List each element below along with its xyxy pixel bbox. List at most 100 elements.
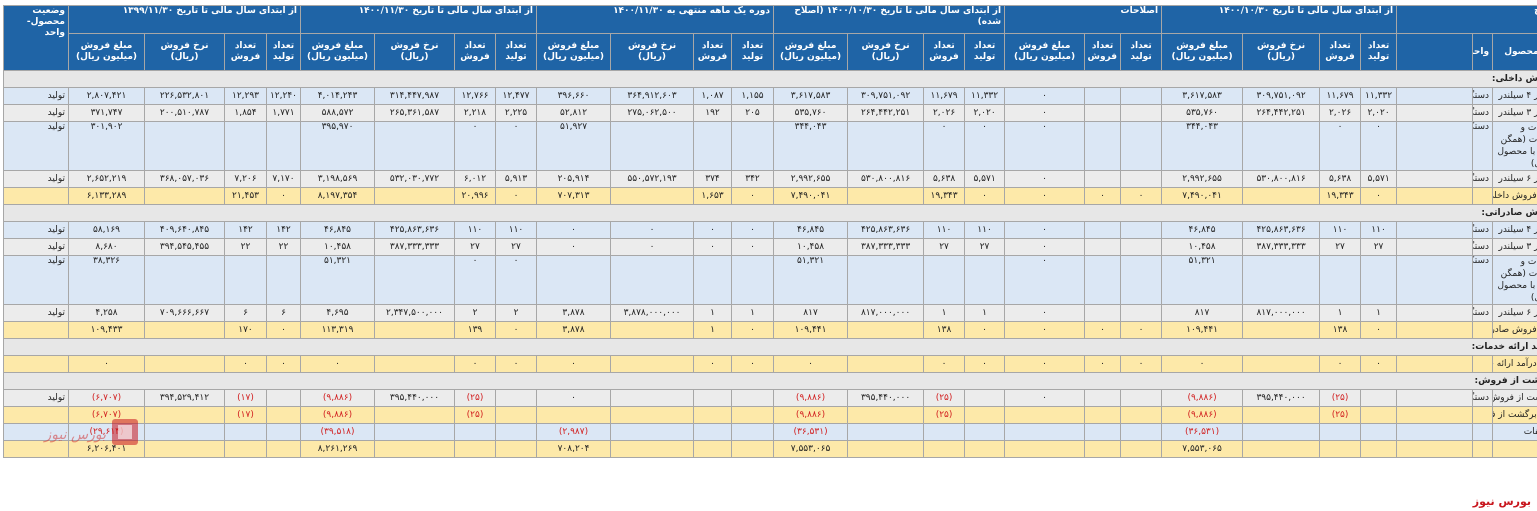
value-cell: ۶ (267, 305, 301, 322)
column-header-prod: تعداد تولید (732, 34, 774, 71)
section-header-row: فروش داخلی: (4, 71, 1537, 88)
value-cell: ۲۷ (496, 239, 537, 256)
value-cell: ۰ (1121, 356, 1162, 373)
value-cell: ۷,۴۹۰,۰۴۱ (774, 188, 848, 205)
value-cell: ۱۱,۶۷۹ (1320, 88, 1361, 105)
value-cell: ۲۲ (267, 239, 301, 256)
column-header-amount: مبلغ فروش (میلیون ریال) (537, 34, 611, 71)
value-cell (145, 356, 225, 373)
value-cell: ۰ (1005, 171, 1085, 188)
value-cell: ۵۳۵,۷۶۰ (1162, 105, 1243, 122)
value-cell: ۰ (455, 122, 496, 171)
value-cell: ۱ (1361, 305, 1397, 322)
value-cell: ۱۳۸ (924, 322, 965, 339)
value-cell (924, 256, 965, 305)
value-cell: ۶,۰۱۲ (455, 171, 496, 188)
value-cell: ۰ (1005, 322, 1085, 339)
value-cell: ۲۱,۴۵۳ (225, 188, 267, 205)
value-cell (848, 441, 924, 458)
value-cell: ۲۷ (455, 239, 496, 256)
value-cell: ۷,۵۵۳,۰۶۵ (774, 441, 848, 458)
value-cell: (۹,۸۸۶) (1162, 407, 1243, 424)
value-cell (1243, 322, 1320, 339)
value-cell (375, 356, 455, 373)
value-cell (1085, 390, 1121, 407)
blank-cell (1397, 256, 1473, 305)
unit-cell: دستگاه (1473, 105, 1493, 122)
value-cell: ۰ (924, 356, 965, 373)
value-cell: ۱۱,۶۷۹ (924, 88, 965, 105)
table-row: موتور ۳ سیلندردستگاه۲,۰۲۰۲,۰۲۶۲۶۴,۴۴۲,۲۵… (4, 105, 1537, 122)
value-cell: ۰ (496, 322, 537, 339)
value-cell (1121, 424, 1162, 441)
blank-cell (1397, 222, 1473, 239)
value-cell: ۰ (1121, 322, 1162, 339)
brand-logo-text: بورس نیوز (1473, 495, 1531, 508)
value-cell: ۱ (924, 305, 965, 322)
column-header-name: نام محصول (1493, 34, 1537, 71)
blank-cell (1397, 305, 1473, 322)
status-cell: تولید (4, 305, 69, 322)
value-cell: ۴۲۵,۸۶۳,۶۳۶ (1243, 222, 1320, 239)
table-row: موتور ۴ سیلندردستگاه۱۱۰۱۱۰۴۲۵,۸۶۳,۶۳۶۴۶,… (4, 222, 1537, 239)
value-cell: ۱۰,۴۵۸ (774, 239, 848, 256)
value-cell (267, 407, 301, 424)
section-header-row: فروش صادراتی: (4, 205, 1537, 222)
value-cell (1320, 441, 1361, 458)
value-cell (1361, 256, 1397, 305)
value-cell: ۲۰۰,۵۱۰,۷۸۷ (145, 105, 225, 122)
status-cell: تولید (4, 256, 69, 305)
table-row: موتور ۴ سیلندردستگاه۱۱,۳۳۲۱۱,۶۷۹۳۰۹,۷۵۱,… (4, 88, 1537, 105)
unit-cell (1473, 424, 1493, 441)
value-cell (1121, 407, 1162, 424)
value-cell (1085, 122, 1121, 171)
value-cell: ۲۶۴,۴۴۲,۲۵۱ (848, 105, 924, 122)
value-cell (375, 322, 455, 339)
value-cell (611, 188, 694, 205)
status-cell: تولید (4, 390, 69, 407)
value-cell: ۰ (732, 239, 774, 256)
value-cell (694, 122, 732, 171)
value-cell: ۰ (455, 356, 496, 373)
product-name-cell: موتور ۶ سیلندر (1493, 171, 1537, 188)
unit-cell (1473, 322, 1493, 339)
value-cell: ۳۸,۳۲۶ (69, 256, 145, 305)
section-header-row: برگشت از فروش: (4, 373, 1537, 390)
value-cell: ۵۳۰,۸۰۰,۸۱۶ (848, 171, 924, 188)
value-cell (694, 424, 732, 441)
value-cell: ۰ (1005, 305, 1085, 322)
table-row: برگشت از فروشدستگاه(۲۵)۳۹۵,۴۴۰,۰۰۰(۹,۸۸۶… (4, 390, 1537, 407)
blank-cell (1397, 122, 1473, 171)
value-cell: ۶ (225, 305, 267, 322)
value-cell: ۰ (455, 256, 496, 305)
value-cell: ۲۲ (225, 239, 267, 256)
value-cell: ۰ (537, 239, 611, 256)
value-cell: ۳۹۶,۶۶۰ (537, 88, 611, 105)
value-cell: ۰ (924, 122, 965, 171)
value-cell: (۹,۸۸۶) (1162, 390, 1243, 407)
blank-cell (1397, 188, 1473, 205)
status-cell (4, 356, 69, 373)
value-cell: ۰ (965, 322, 1005, 339)
column-header-amount: مبلغ فروش (میلیون ریال) (1162, 34, 1243, 71)
column-header-amount: مبلغ فروش (میلیون ریال) (1005, 34, 1085, 71)
period-1400-11-30: از ابتدای سال مالی تا تاریخ ۱۴۰۰/۱۱/۳۰ (301, 6, 537, 34)
value-cell (1121, 122, 1162, 171)
value-cell: ۳۹۴,۵۴۵,۴۵۵ (145, 239, 225, 256)
period-1399-11-30: از ابتدای سال مالی تا تاریخ ۱۳۹۹/۱۱/۳۰ (69, 6, 301, 34)
section-header-row: درآمد ارائه خدمات: (4, 339, 1537, 356)
value-cell: ۰ (611, 222, 694, 239)
value-cell: ۲,۸۰۷,۴۲۱ (69, 88, 145, 105)
value-cell (267, 390, 301, 407)
value-cell: ۸,۶۸۰ (69, 239, 145, 256)
value-cell: ۵۱,۹۲۷ (537, 122, 611, 171)
unit-cell: دستگاه (1473, 171, 1493, 188)
value-cell: ۴۶,۸۴۵ (301, 222, 375, 239)
table-row: جمع۷,۵۵۳,۰۶۵۷,۵۵۳,۰۶۵۷۰۸,۲۰۴۸,۲۶۱,۲۶۹۶,۲… (4, 441, 1537, 458)
value-cell (1005, 441, 1085, 458)
column-header-blank (1397, 34, 1473, 71)
value-cell: ۰ (694, 222, 732, 239)
table-body: فروش داخلی:موتور ۴ سیلندردستگاه۱۱,۳۳۲۱۱,… (4, 71, 1537, 458)
value-cell: ۰ (496, 356, 537, 373)
value-cell: ۳۹۵,۴۴۰,۰۰۰ (375, 390, 455, 407)
